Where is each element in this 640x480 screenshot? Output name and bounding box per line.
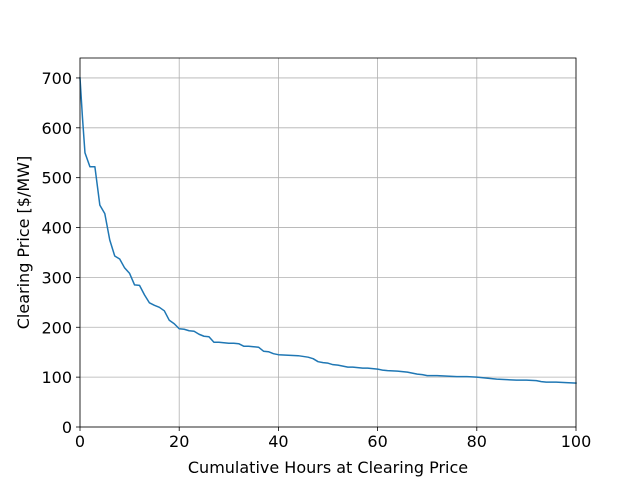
tick-layer: 0 20 40 60 80 100 0 100 200 300 400 500 600 700 [41,69,591,451]
x-tick-label: 100 [561,432,592,451]
x-axis-label: Cumulative Hours at Clearing Price [188,458,468,477]
y-tick-label: 600 [41,119,72,138]
y-tick-label: 200 [41,318,72,337]
y-tick-label: 0 [62,418,72,437]
grid-layer [79,58,577,428]
y-tick-label: 300 [41,268,72,287]
x-tick-label: 80 [467,432,487,451]
axes-frame [79,57,577,428]
y-tick-label: 100 [41,368,72,387]
y-tick-label: 400 [41,219,72,238]
x-tick-label: 0 [75,432,85,451]
y-tick-label: 500 [41,169,72,188]
y-tick-label: 700 [41,69,72,88]
x-tick-label: 60 [367,432,387,451]
y-axis-label: Clearing Price [$/MW] [14,156,33,329]
x-tick-label: 20 [169,432,189,451]
series-layer [79,77,577,384]
series-line-0 [79,77,577,384]
x-tick-label: 40 [268,432,288,451]
